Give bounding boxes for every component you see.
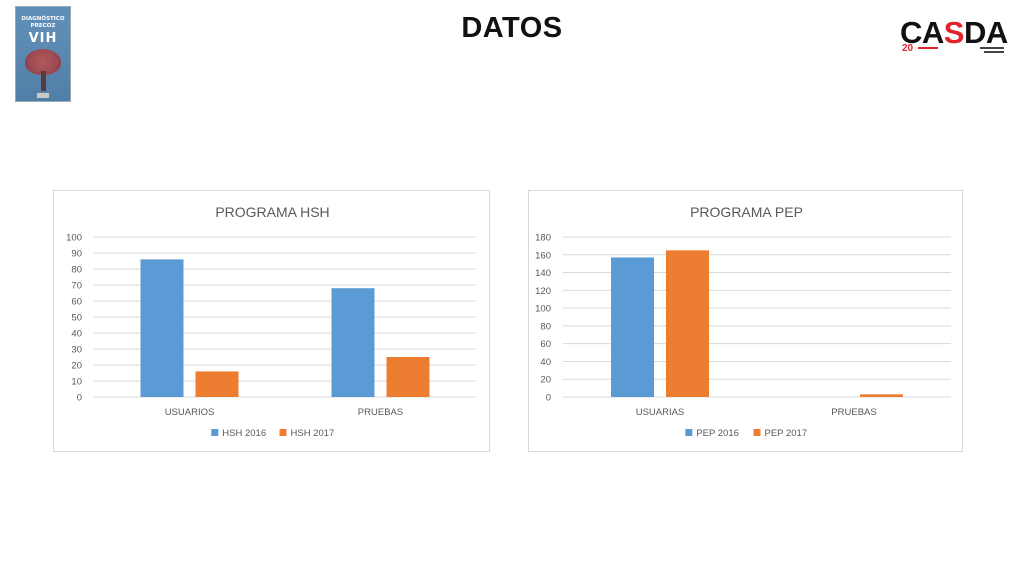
y-tick-label: 70 <box>71 281 82 292</box>
y-tick-label: 20 <box>71 361 82 372</box>
bar-hsh-2017-pruebas <box>386 357 430 397</box>
casda-logo: CASDA 20 <box>900 16 1008 58</box>
y-tick-label: 90 <box>71 249 82 260</box>
y-tick-label: 80 <box>540 321 551 332</box>
logo-underline <box>918 47 938 49</box>
y-tick-label: 30 <box>71 345 82 356</box>
poster-line-2: PRECOZ <box>30 23 56 29</box>
legend-label: PEP 2017 <box>765 428 808 439</box>
bar-hsh-2016-usuarios <box>140 259 184 397</box>
legend-label: HSH 2017 <box>291 428 335 439</box>
y-tick-label: 180 <box>535 233 551 244</box>
bar-pep-2016-usuarias <box>611 257 654 397</box>
chart-panel-hsh: PROGRAMA HSH 0 10 20 30 40 50 60 70 80 90 100 USUARI… <box>53 190 490 452</box>
chart-legend: PEP 2016 PEP 2017 <box>685 428 807 439</box>
logo-tagline-bar-1 <box>980 47 1004 49</box>
bar-hsh-2016-pruebas <box>331 288 375 397</box>
y-tick-label: 100 <box>535 304 551 315</box>
legend-label: PEP 2016 <box>696 428 739 439</box>
y-tick-label: 160 <box>535 250 551 261</box>
legend-swatch <box>685 429 693 436</box>
y-tick-label: 120 <box>535 286 551 297</box>
bar-hsh-2017-usuarios <box>195 371 239 397</box>
y-tick-label: 0 <box>77 393 82 404</box>
slide-title: DATOS <box>461 12 563 44</box>
logo-text-accent: S <box>943 15 965 50</box>
legend-label: HSH 2016 <box>222 428 266 439</box>
logo-badge: 20 <box>902 43 914 54</box>
legend-swatch <box>211 429 219 436</box>
tree-base-icon <box>37 93 49 98</box>
y-tick-label: 50 <box>71 313 82 324</box>
y-tick-label: 20 <box>540 375 551 386</box>
chart-title: PROGRAMA HSH <box>215 204 329 220</box>
x-category-label: USUARIOS <box>165 407 215 418</box>
y-tick-label: 100 <box>66 233 82 244</box>
logo-text-right: DA <box>963 15 1008 50</box>
legend-swatch <box>279 429 287 436</box>
y-tick-label: 60 <box>71 297 82 308</box>
poster-line-1: DIAGNÓSTICO <box>21 16 65 22</box>
poster-line-3: VIH <box>28 31 58 46</box>
y-tick-label: 0 <box>546 393 551 404</box>
chart-pep: PROGRAMA PEP 0 20 40 60 80 100 120 140 160 180 USUA… <box>535 204 951 439</box>
bar-pep-2017-pruebas <box>860 394 903 397</box>
x-category-label: USUARIAS <box>636 407 685 418</box>
y-tick-label: 140 <box>535 268 551 279</box>
logo-wordmark: CASDA <box>900 16 1008 50</box>
x-category-label: PRUEBAS <box>358 407 403 418</box>
logo-tagline-bar-2 <box>984 51 1004 53</box>
poster-thumbnail: DIAGNÓSTICO PRECOZ VIH <box>16 7 70 101</box>
chart-panel-pep: PROGRAMA PEP 0 20 40 60 80 100 120 140 160 180 USUA… <box>528 190 963 452</box>
y-tick-label: 10 <box>71 377 82 388</box>
logo-text-left: CA <box>900 15 944 50</box>
chart-hsh: PROGRAMA HSH 0 10 20 30 40 50 60 70 80 90 100 USUARI… <box>66 204 476 439</box>
chart-legend: HSH 2016 HSH 2017 <box>211 428 334 439</box>
x-category-label: PRUEBAS <box>831 407 876 418</box>
legend-swatch <box>753 429 761 436</box>
tree-trunk-icon <box>41 71 46 91</box>
chart-title: PROGRAMA PEP <box>690 204 803 220</box>
y-tick-label: 60 <box>540 339 551 350</box>
y-tick-label: 40 <box>71 329 82 340</box>
y-tick-label: 40 <box>540 357 551 368</box>
bar-pep-2017-usuarias <box>666 250 709 397</box>
tree-canopy-icon <box>25 49 61 75</box>
y-tick-label: 80 <box>71 265 82 276</box>
